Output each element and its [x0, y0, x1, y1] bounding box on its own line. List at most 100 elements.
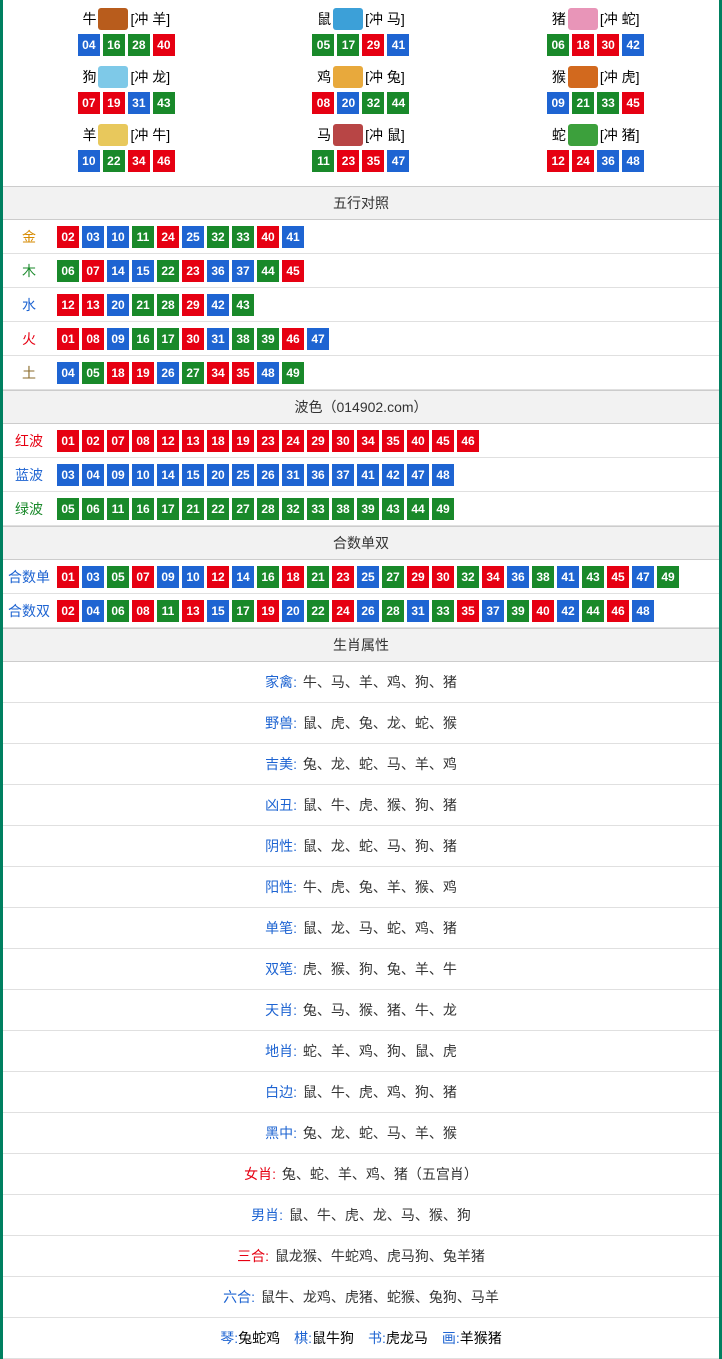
zodiac-cell: 蛇[冲 猪]12243648: [478, 120, 713, 178]
attr-row: 家禽: 牛、马、羊、鸡、狗、猪: [3, 662, 719, 703]
attr-value: 鼠、虎、兔、龙、蛇、猴: [303, 715, 457, 731]
zodiac-cell: 马[冲 鼠]11233547: [244, 120, 479, 178]
zodiac-clash: [冲 兔]: [365, 67, 405, 87]
number-ball: 07: [132, 566, 154, 588]
number-ball: 16: [103, 34, 125, 56]
number-ball: 03: [82, 226, 104, 248]
zodiac-balls: 10223446: [9, 150, 244, 172]
number-ball: 31: [207, 328, 229, 350]
number-ball: 23: [257, 430, 279, 452]
number-ball: 40: [532, 600, 554, 622]
main-container: 牛[冲 羊]04162840鼠[冲 马]05172941猪[冲 蛇]061830…: [0, 0, 722, 1359]
bottom-value: 虎龙马: [386, 1330, 428, 1346]
number-ball: 11: [132, 226, 154, 248]
kv-balls: 04051819262734354849: [55, 358, 306, 388]
number-ball: 08: [82, 328, 104, 350]
number-ball: 47: [407, 464, 429, 486]
number-ball: 08: [132, 600, 154, 622]
kv-row: 木06071415222336374445: [3, 254, 719, 288]
attr-row: 天肖: 兔、马、猴、猪、牛、龙: [3, 990, 719, 1031]
number-ball: 26: [157, 362, 179, 384]
zodiac-balls: 08203244: [244, 92, 479, 114]
number-ball: 46: [282, 328, 304, 350]
number-ball: 03: [57, 464, 79, 486]
attr-row: 单笔: 鼠、龙、马、蛇、鸡、猪: [3, 908, 719, 949]
attr-value: 兔、龙、蛇、马、羊、鸡: [303, 756, 457, 772]
number-ball: 44: [257, 260, 279, 282]
number-ball: 09: [547, 92, 569, 114]
number-ball: 25: [182, 226, 204, 248]
zodiac-grid: 牛[冲 羊]04162840鼠[冲 马]05172941猪[冲 蛇]061830…: [3, 0, 719, 186]
zodiac-name: 鸡: [317, 67, 331, 87]
number-ball: 10: [182, 566, 204, 588]
number-ball: 23: [182, 260, 204, 282]
zodiac-title: 猴[冲 虎]: [552, 66, 640, 88]
number-ball: 28: [157, 294, 179, 316]
number-ball: 42: [622, 34, 644, 56]
number-ball: 15: [207, 600, 229, 622]
attr-label: 野兽:: [265, 715, 297, 731]
number-ball: 40: [407, 430, 429, 452]
number-ball: 24: [282, 430, 304, 452]
number-ball: 33: [597, 92, 619, 114]
zodiac-name: 牛: [82, 9, 96, 29]
number-ball: 30: [597, 34, 619, 56]
number-ball: 24: [572, 150, 594, 172]
number-ball: 13: [182, 430, 204, 452]
number-ball: 09: [107, 464, 129, 486]
number-ball: 29: [407, 566, 429, 588]
number-ball: 42: [207, 294, 229, 316]
number-ball: 12: [207, 566, 229, 588]
zodiac-name: 狗: [82, 67, 96, 87]
number-ball: 17: [337, 34, 359, 56]
zodiac-balls: 04162840: [9, 34, 244, 56]
kv-label: 蓝波: [3, 465, 55, 485]
number-ball: 02: [82, 430, 104, 452]
zodiac-cell: 羊[冲 牛]10223446: [9, 120, 244, 178]
number-ball: 43: [382, 498, 404, 520]
number-ball: 29: [362, 34, 384, 56]
number-ball: 21: [307, 566, 329, 588]
number-ball: 22: [103, 150, 125, 172]
wuxing-header: 五行对照: [3, 186, 719, 220]
zodiac-name: 蛇: [552, 125, 566, 145]
number-ball: 36: [507, 566, 529, 588]
attr-row: 黑中: 兔、龙、蛇、马、羊、猴: [3, 1113, 719, 1154]
attr-row: 六合: 鼠牛、龙鸡、虎猪、蛇猴、兔狗、马羊: [3, 1277, 719, 1318]
number-ball: 08: [312, 92, 334, 114]
attr-value: 牛、马、羊、鸡、狗、猪: [303, 674, 457, 690]
number-ball: 22: [307, 600, 329, 622]
zodiac-icon: [333, 66, 363, 88]
number-ball: 39: [357, 498, 379, 520]
wuxing-rows: 金02031011242532334041木060714152223363744…: [3, 220, 719, 390]
attr-row: 阴性: 鼠、龙、蛇、马、狗、猪: [3, 826, 719, 867]
number-ball: 14: [157, 464, 179, 486]
zodiac-cell: 狗[冲 龙]07193143: [9, 62, 244, 120]
number-ball: 19: [132, 362, 154, 384]
bottom-value: 兔蛇鸡: [238, 1330, 280, 1346]
number-ball: 27: [232, 498, 254, 520]
number-ball: 31: [128, 92, 150, 114]
attr-label: 阳性:: [265, 879, 297, 895]
zodiac-clash: [冲 龙]: [130, 67, 170, 87]
attrs-rows: 家禽: 牛、马、羊、鸡、狗、猪野兽: 鼠、虎、兔、龙、蛇、猴吉美: 兔、龙、蛇、…: [3, 662, 719, 1318]
number-ball: 35: [457, 600, 479, 622]
number-ball: 05: [57, 498, 79, 520]
kv-row: 水1213202128294243: [3, 288, 719, 322]
number-ball: 18: [207, 430, 229, 452]
number-ball: 47: [387, 150, 409, 172]
attr-label: 阴性:: [265, 838, 297, 854]
number-ball: 46: [607, 600, 629, 622]
number-ball: 34: [482, 566, 504, 588]
attr-label: 单笔:: [265, 920, 297, 936]
number-ball: 05: [312, 34, 334, 56]
number-ball: 45: [622, 92, 644, 114]
kv-label: 土: [3, 363, 55, 383]
number-ball: 47: [632, 566, 654, 588]
number-ball: 33: [432, 600, 454, 622]
number-ball: 19: [232, 430, 254, 452]
number-ball: 33: [307, 498, 329, 520]
number-ball: 44: [582, 600, 604, 622]
attr-label: 天肖:: [265, 1002, 297, 1018]
zodiac-icon: [333, 124, 363, 146]
